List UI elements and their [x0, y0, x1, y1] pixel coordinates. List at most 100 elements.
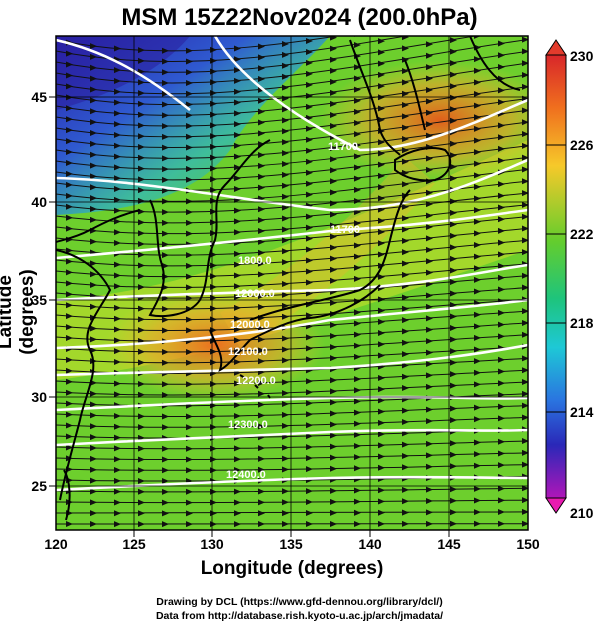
streamline-arrow — [450, 509, 457, 516]
streamline-arrow — [402, 294, 409, 301]
streamline-arrow — [138, 284, 145, 291]
streamline-arrow — [426, 41, 433, 48]
map-figure: 11700 11700 1800.0 12000.0 12000.0 12100… — [31, 17, 594, 552]
streamline-arrow — [282, 150, 289, 157]
streamline-arrow — [402, 385, 409, 392]
streamline-arrow — [186, 381, 193, 388]
streamline-arrow — [186, 176, 193, 183]
streamline-arrow — [498, 462, 505, 469]
streamline-arrow — [306, 378, 313, 385]
streamline-arrow — [306, 290, 313, 297]
streamline-arrow — [306, 37, 313, 44]
colorbar-label: 226 — [570, 137, 594, 153]
streamline-arrow — [330, 244, 337, 251]
streamline-arrow — [474, 242, 481, 249]
streamline-arrow — [306, 400, 313, 407]
streamline-arrow — [282, 237, 289, 244]
streamline-arrow — [138, 413, 145, 420]
streamline-arrow — [90, 151, 97, 158]
streamline-arrow — [354, 353, 361, 360]
streamline-arrow — [498, 485, 505, 492]
streamline-arrow — [90, 129, 97, 136]
streamline-arrow — [162, 69, 169, 76]
streamline-arrow — [426, 440, 433, 447]
streamline-arrow — [114, 67, 121, 74]
streamline-arrow — [498, 87, 505, 94]
streamline-arrow — [402, 305, 409, 312]
streamline-arrow — [66, 389, 73, 396]
streamline-arrow — [234, 412, 241, 419]
streamline-arrow — [66, 269, 73, 276]
streamline-arrow — [450, 198, 457, 205]
streamline-arrow — [306, 59, 313, 66]
streamline-arrow — [498, 17, 505, 23]
streamline-arrow — [138, 133, 145, 140]
streamline-arrow — [162, 80, 169, 87]
streamline-arrow — [378, 150, 385, 157]
streamline-arrow — [354, 431, 361, 438]
streamline-arrow — [498, 450, 505, 457]
streamline-arrow — [186, 499, 193, 506]
streamline-arrow — [138, 359, 145, 366]
streamline-arrow — [234, 348, 241, 355]
streamline-arrow — [114, 521, 121, 528]
streamline-arrow — [162, 413, 169, 420]
streamline-arrow — [354, 420, 361, 427]
streamline-arrow — [522, 272, 528, 279]
streamline-arrow — [186, 510, 193, 517]
streamline-arrow — [426, 212, 433, 219]
streamline-arrow — [138, 165, 145, 172]
streamline-arrow — [66, 159, 73, 166]
map-title: MSM 15Z22Nov2024 (200.0hPa) — [121, 4, 478, 31]
streamline-arrow — [474, 91, 481, 98]
streamline-arrow — [426, 406, 433, 413]
streamline-arrow — [378, 60, 385, 67]
streamline-arrow — [522, 284, 528, 291]
streamline-arrow — [162, 467, 169, 474]
streamline-arrow — [402, 520, 409, 527]
streamline-arrow — [306, 389, 313, 396]
streamline-arrow — [474, 451, 481, 458]
streamline-arrow — [450, 106, 457, 113]
streamline-arrow — [330, 421, 337, 428]
streamline-arrow — [354, 186, 361, 193]
streamline-arrow — [474, 160, 481, 167]
streamline-arrow — [450, 209, 457, 216]
streamline-arrow — [378, 431, 385, 438]
streamline-arrow — [450, 267, 457, 274]
streamline-arrow — [474, 230, 481, 237]
streamline-arrow — [114, 412, 121, 419]
streamline-arrow — [66, 313, 73, 320]
streamline-arrow — [114, 110, 121, 117]
streamline-arrow — [234, 261, 241, 268]
streamline-arrow — [522, 213, 528, 220]
streamline-arrow — [402, 135, 409, 142]
streamline-arrow — [450, 232, 457, 239]
streamline-arrow — [162, 499, 169, 506]
streamline-arrow — [474, 67, 481, 74]
streamline-arrow — [114, 337, 121, 344]
streamline-arrow — [306, 224, 313, 231]
streamline-arrow — [114, 121, 121, 128]
streamline-arrow — [258, 108, 265, 115]
streamline-arrow — [234, 77, 241, 84]
streamline-arrow — [138, 187, 145, 194]
streamline-arrow — [330, 465, 337, 472]
streamline-arrow — [90, 401, 97, 408]
streamline-arrow — [354, 231, 361, 238]
streamline-arrow — [114, 196, 121, 203]
streamline-arrow — [498, 438, 505, 445]
streamline-arrow — [522, 119, 528, 126]
streamline-arrow — [282, 215, 289, 222]
contour-label: 11700 — [328, 141, 358, 153]
streamline-arrow — [114, 229, 121, 236]
streamline-arrow — [234, 358, 241, 365]
streamline-arrow — [162, 241, 169, 248]
streamline-arrow — [306, 356, 313, 363]
streamline-arrow — [162, 316, 169, 323]
streamline-arrow — [330, 299, 337, 306]
streamline-arrow — [66, 291, 73, 298]
streamline-arrow — [354, 164, 361, 171]
streamline-arrow — [162, 381, 169, 388]
streamline-arrow — [162, 488, 169, 495]
